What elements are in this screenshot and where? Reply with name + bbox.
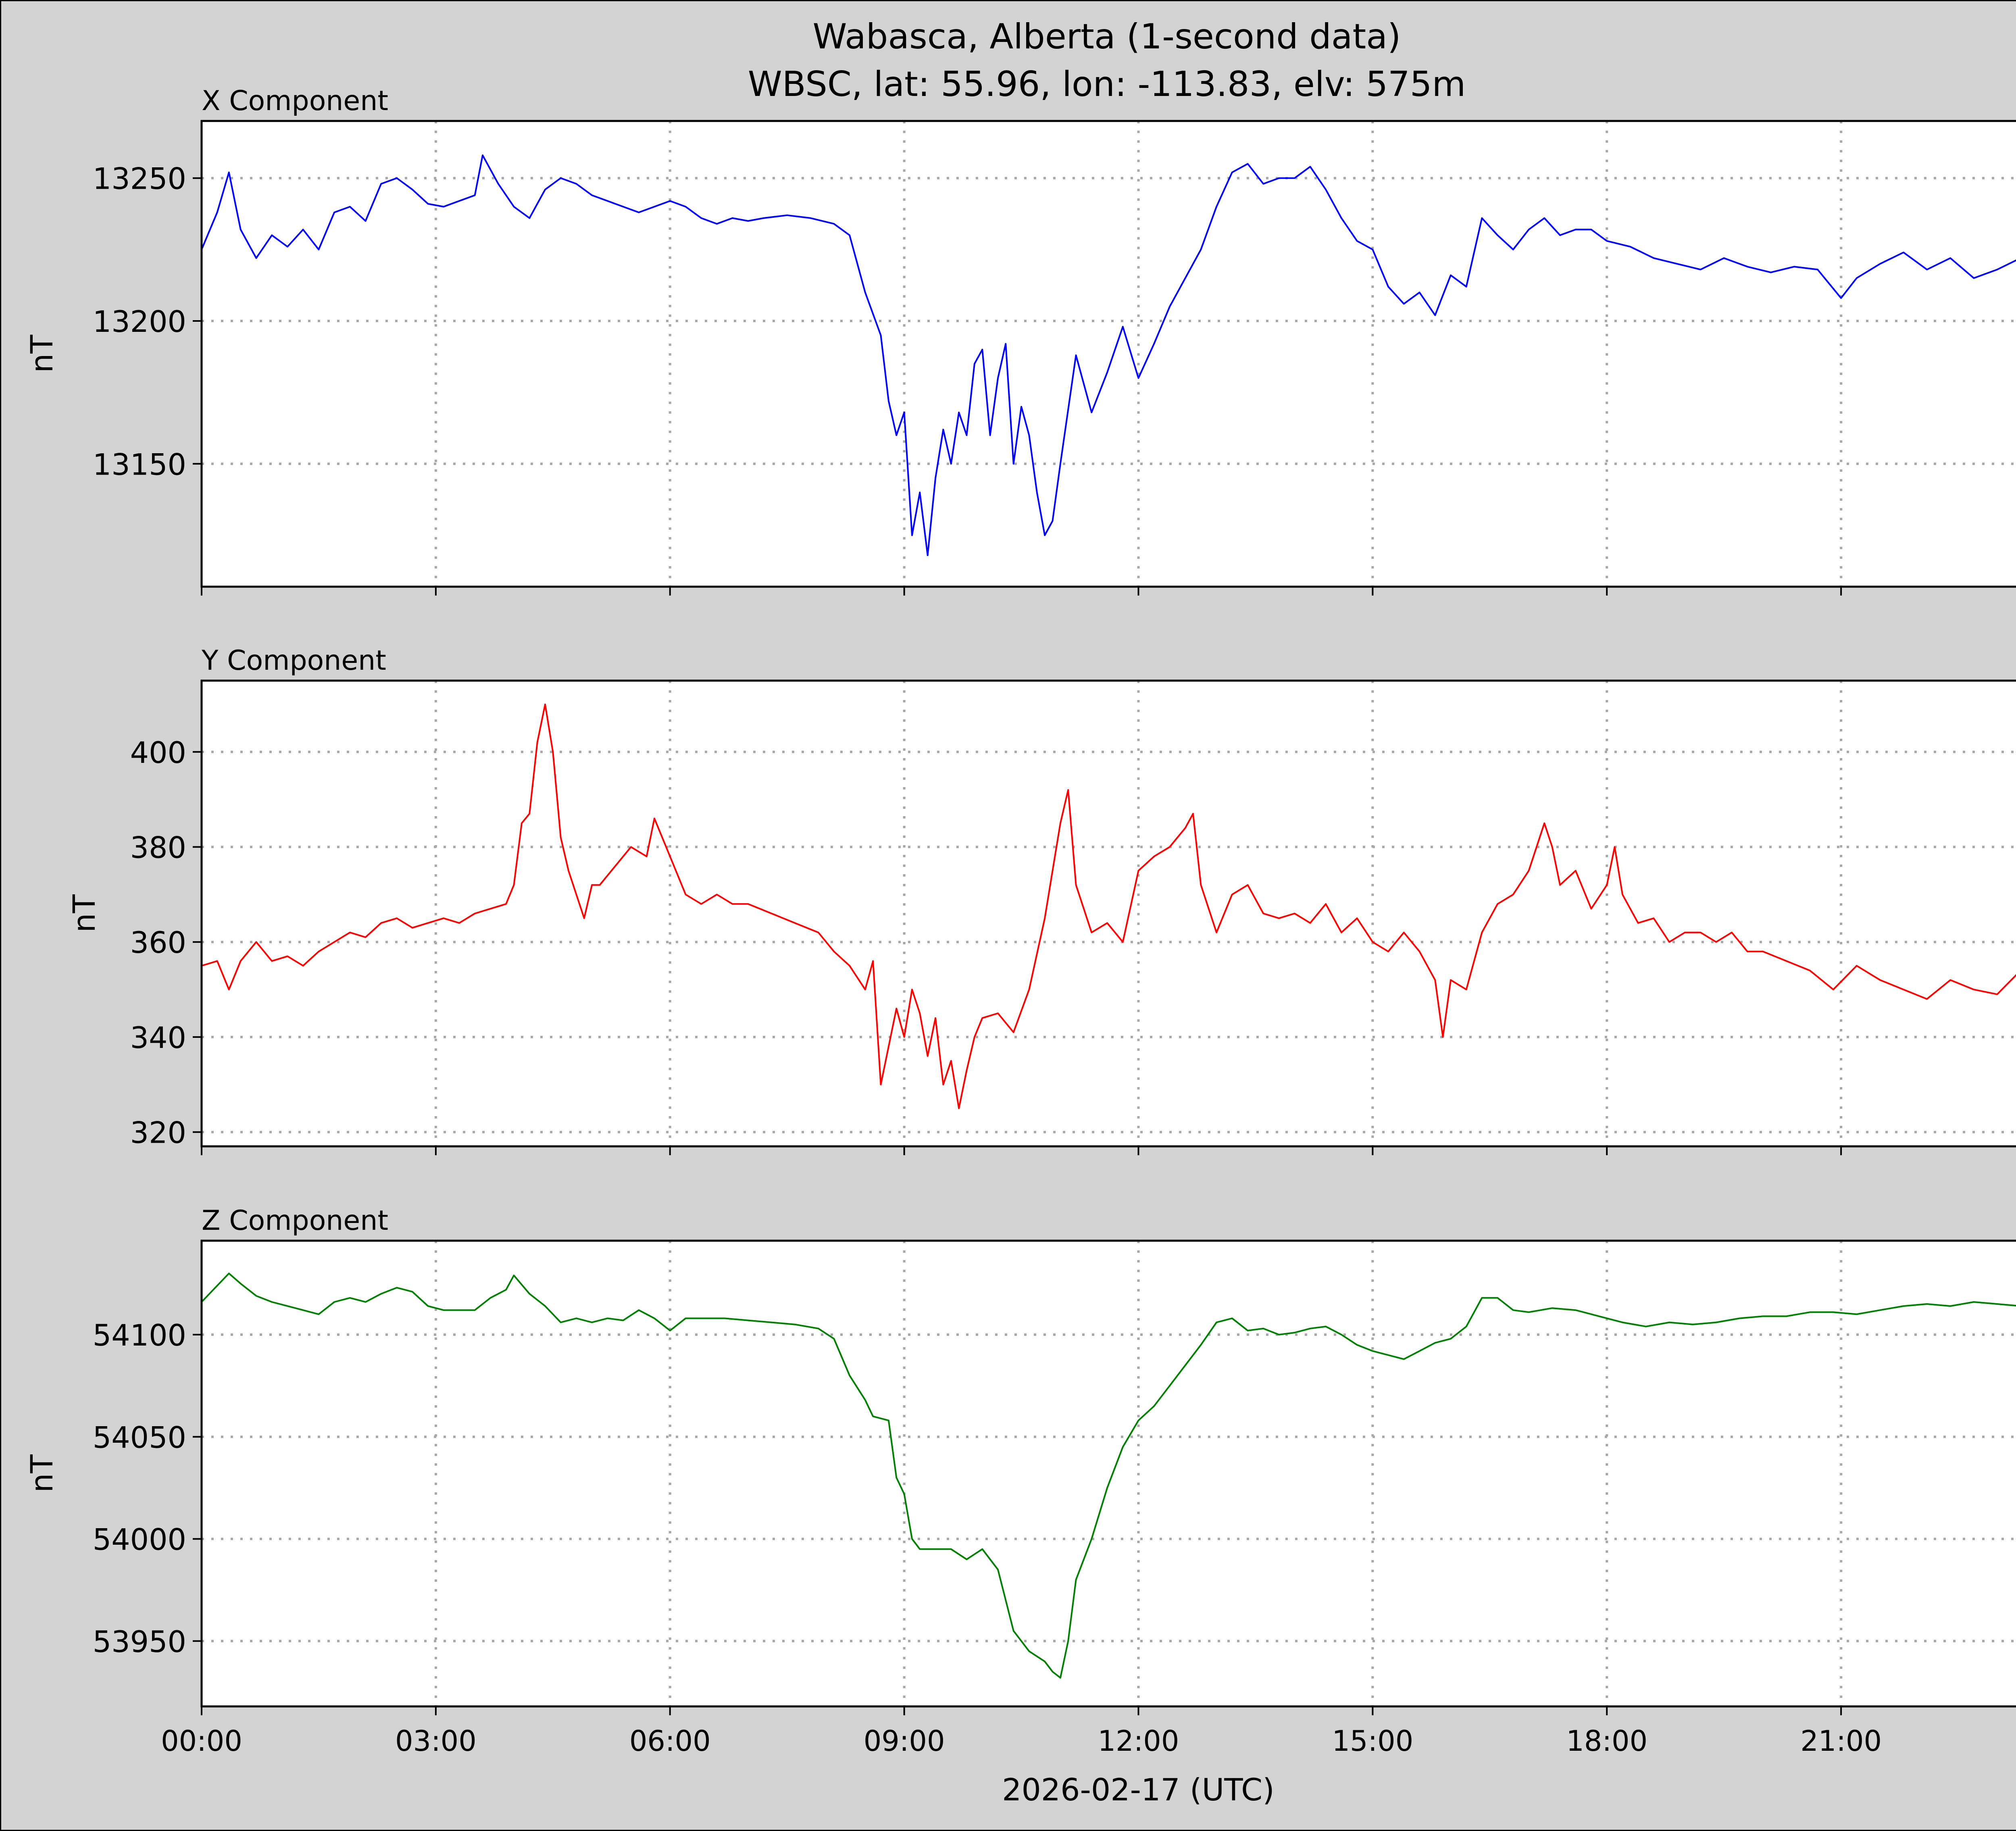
x-component-panel: 13150 13200 13250 X Component nT bbox=[24, 85, 2016, 596]
x-y-tick-label: 13150 bbox=[93, 448, 186, 482]
z-y-axis-label: nT bbox=[24, 1454, 60, 1493]
z-y-tick-label: 53950 bbox=[93, 1625, 186, 1659]
z-y-tick-label: 54100 bbox=[93, 1319, 186, 1353]
figure-title-line1: Wabasca, Alberta (1-second data) bbox=[813, 17, 1401, 57]
z-y-tick-label: 54050 bbox=[93, 1421, 186, 1455]
y-y-tick-label: 340 bbox=[130, 1021, 186, 1055]
x-tick-label: 21:00 bbox=[1800, 1725, 1882, 1758]
y-component-panel: 320 340 360 380 400 Y Component nT bbox=[66, 645, 2016, 1155]
x-y-axis-label: nT bbox=[24, 335, 60, 373]
y-y-tick-label: 360 bbox=[130, 926, 186, 960]
x-y-tick-label: 13250 bbox=[93, 162, 186, 196]
x-tick-label: 12:00 bbox=[1098, 1725, 1179, 1758]
z-component-series-line bbox=[201, 1273, 2016, 1679]
x-plot-area bbox=[202, 121, 2016, 587]
x-tick-label: 06:00 bbox=[629, 1725, 711, 1758]
x-tick-label: 18:00 bbox=[1566, 1725, 1647, 1758]
x-tick-label: 00:00 bbox=[161, 1725, 242, 1758]
x-axes-frame bbox=[200, 120, 2016, 588]
y-plot-area bbox=[202, 681, 2016, 1146]
x-tick-label: 15:00 bbox=[1332, 1725, 1414, 1758]
panels-container: 13150 13200 13250 X Component nT 320 340 360 380… bbox=[24, 85, 2016, 1758]
z-component-panel: 53950 54000 54050 54100 Z Component nT 00:00 03… bbox=[24, 1205, 2016, 1758]
x-axis-label: 2026-02-17 (UTC) bbox=[1002, 1772, 1275, 1808]
y-panel-title: Y Component bbox=[201, 645, 386, 677]
z-axes-frame bbox=[200, 1239, 2016, 1708]
x-tick-label: 09:00 bbox=[864, 1725, 945, 1758]
y-y-axis-label: nT bbox=[66, 894, 102, 933]
y-y-tick-label: 380 bbox=[130, 831, 186, 865]
z-y-tick-label: 54000 bbox=[93, 1523, 186, 1557]
figure-title-line2: WBSC, lat: 55.96, lon: -113.83, elv: 575… bbox=[748, 64, 1466, 104]
z-panel-title: Z Component bbox=[202, 1205, 388, 1237]
y-y-tick-label: 400 bbox=[130, 736, 186, 770]
x-y-tick-label: 13200 bbox=[93, 305, 186, 339]
x-component-series-line bbox=[201, 154, 2016, 556]
y-y-tick-label: 320 bbox=[130, 1116, 186, 1150]
x-tick-label: 03:00 bbox=[395, 1725, 477, 1758]
x-panel-title: X Component bbox=[202, 85, 388, 117]
y-component-series-line bbox=[201, 703, 2016, 1109]
z-plot-area bbox=[202, 1241, 2016, 1706]
y-axes-frame bbox=[200, 679, 2016, 1148]
